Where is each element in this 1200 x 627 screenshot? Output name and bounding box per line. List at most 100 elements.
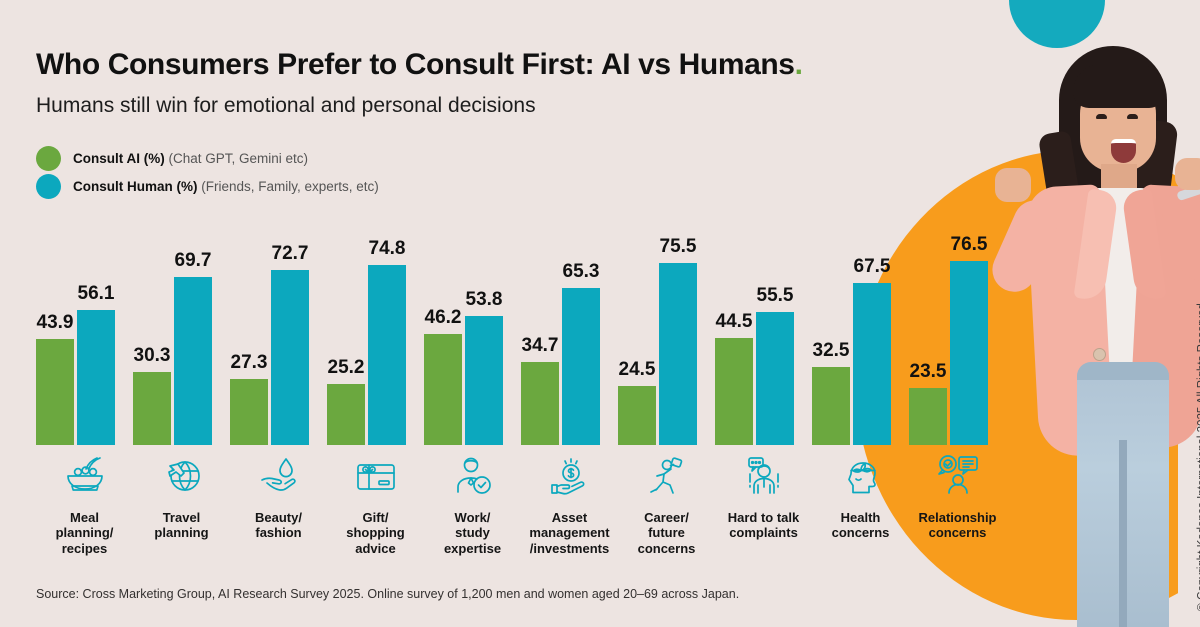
eye-right (1127, 114, 1138, 119)
bar-consult-human[interactable]: 74.8 (368, 238, 406, 445)
jeans-waistband (1077, 362, 1169, 380)
page-title: Who Consumers Prefer to Consult First: A… (36, 48, 803, 82)
legend-item-consult-human[interactable]: Consult Human (%) (Friends, Family, expe… (36, 172, 379, 200)
bar-rect (133, 372, 171, 445)
bar-rect (424, 333, 462, 445)
bar-consult-human[interactable]: 65.3 (562, 261, 600, 445)
bar-value-label: 30.3 (133, 345, 171, 367)
bar-rect (950, 261, 988, 445)
bar-rect (715, 337, 753, 445)
bar-rect (659, 263, 697, 445)
bar-consult-ai[interactable]: 34.7 (521, 335, 559, 445)
legend-label-text: Consult AI (%) (73, 150, 165, 166)
bar-consult-human[interactable]: 55.5 (756, 285, 794, 445)
legend-item-consult-ai[interactable]: Consult AI (%) (Chat GPT, Gemini etc) (36, 144, 379, 172)
bar-rect (77, 310, 115, 445)
hand-coin-icon (521, 448, 618, 504)
category-cell: Career/future concerns (618, 448, 715, 556)
bar-consult-ai[interactable]: 24.5 (618, 359, 656, 445)
bar-value-label: 67.5 (853, 255, 891, 277)
bar-group: 27.3 72.7 (230, 200, 327, 445)
bar-pair: 24.5 75.5 (618, 200, 715, 445)
bar-group: 23.5 76.5 (909, 200, 1006, 445)
bar-consult-human[interactable]: 69.7 (174, 250, 212, 445)
bar-value-label: 76.5 (950, 234, 988, 255)
bar-consult-ai[interactable]: 43.9 (36, 312, 74, 445)
category-cell: Work/study expertise (424, 448, 521, 556)
category-label: Work/study expertise (443, 510, 502, 556)
source-note: Source: Cross Marketing Group, AI Resear… (36, 587, 740, 601)
category-label: Travel planning (154, 510, 209, 541)
category-label: Beauty/fashion (255, 510, 302, 541)
bar-pair: 43.9 56.1 (36, 200, 133, 445)
bar-consult-human[interactable]: 53.8 (465, 289, 503, 445)
category-label: Career/future concerns (637, 510, 696, 556)
bar-group: 34.7 65.3 (521, 200, 618, 445)
bar-consult-human[interactable]: 75.5 (659, 236, 697, 445)
category-label: Gift/shopping advice (346, 510, 405, 556)
bar-rect (756, 311, 794, 445)
page-title-text: Who Consumers Prefer to Consult First: A… (36, 48, 795, 81)
presenter-photo (985, 40, 1200, 627)
category-label: Asset management/investments (529, 510, 610, 556)
bar-group: 25.2 74.8 (327, 200, 424, 445)
bar-consult-human[interactable]: 76.5 (950, 234, 988, 445)
bar-rect (368, 265, 406, 445)
bar-value-label: 24.5 (618, 359, 656, 381)
category-cell: Meal planning/recipes (36, 448, 133, 556)
chart-legend: Consult AI (%) (Chat GPT, Gemini etc) Co… (36, 144, 379, 200)
bar-consult-ai[interactable]: 32.5 (812, 340, 850, 445)
bar-consult-ai[interactable]: 25.2 (327, 357, 365, 445)
legend-note-text: (Friends, Family, experts, etc) (201, 178, 379, 194)
bar-pair: 32.5 67.5 (812, 200, 909, 445)
bar-group: 32.5 67.5 (812, 200, 909, 445)
category-cell: Health concerns (812, 448, 909, 556)
bar-value-label: 74.8 (368, 238, 406, 260)
bar-rect (812, 366, 850, 445)
fist-left (995, 168, 1031, 202)
hair-fringe (1073, 64, 1165, 108)
legend-swatch-teal (36, 173, 61, 199)
bar-consult-ai[interactable]: 23.5 (909, 361, 947, 445)
bar-rect (909, 388, 947, 445)
bar-group: 30.3 69.7 (133, 200, 230, 445)
bar-pair: 30.3 69.7 (133, 200, 230, 445)
legend-note-text: (Chat GPT, Gemini etc) (168, 150, 309, 166)
category-label: Health concerns (831, 510, 890, 541)
bar-value-label: 23.5 (909, 361, 947, 383)
category-axis: Meal planning/recipes Travel planning Beauty… (36, 448, 997, 556)
bar-pair: 46.2 53.8 (424, 200, 521, 445)
fist-right (1175, 158, 1200, 190)
person-speech-alert-icon (715, 448, 812, 504)
head-plant-icon (812, 448, 909, 504)
category-label: Meal planning/recipes (55, 510, 114, 556)
bar-group: 44.5 55.5 (715, 200, 812, 445)
bar-consult-ai[interactable]: 44.5 (715, 311, 753, 445)
category-cell: Hard to talk complaints (715, 448, 812, 556)
globe-airplane-icon (133, 448, 230, 504)
bar-consult-ai[interactable]: 27.3 (230, 352, 268, 445)
copyright-note: © Copyright Kadence International 2025 A… (1196, 300, 1200, 612)
bar-consult-human[interactable]: 56.1 (77, 283, 115, 445)
bar-value-label: 44.5 (715, 310, 753, 332)
bar-consult-ai[interactable]: 46.2 (424, 307, 462, 445)
bar-consult-human[interactable]: 72.7 (271, 243, 309, 445)
bar-rect (230, 379, 268, 445)
bar-group: 24.5 75.5 (618, 200, 715, 445)
person-telescope-icon (618, 448, 715, 504)
bar-pair: 27.3 72.7 (230, 200, 327, 445)
bar-consult-human[interactable]: 67.5 (853, 256, 891, 445)
professional-badge-icon (424, 448, 521, 504)
legend-swatch-green (36, 145, 61, 171)
bar-group: 46.2 53.8 (424, 200, 521, 445)
category-cell: Travel planning (133, 448, 230, 556)
category-label: Relationship concerns (918, 510, 997, 541)
bar-consult-ai[interactable]: 30.3 (133, 345, 171, 445)
bar-pair: 23.5 76.5 (909, 200, 1006, 445)
bar-value-label: 53.8 (465, 288, 503, 310)
bar-rect (618, 386, 656, 445)
eye-left (1096, 114, 1107, 119)
bar-pair: 34.7 65.3 (521, 200, 618, 445)
bar-groups: 43.9 56.1 30.3 69.7 27.3 72.7 25.2 74.8 46.2 53.8… (36, 200, 988, 445)
